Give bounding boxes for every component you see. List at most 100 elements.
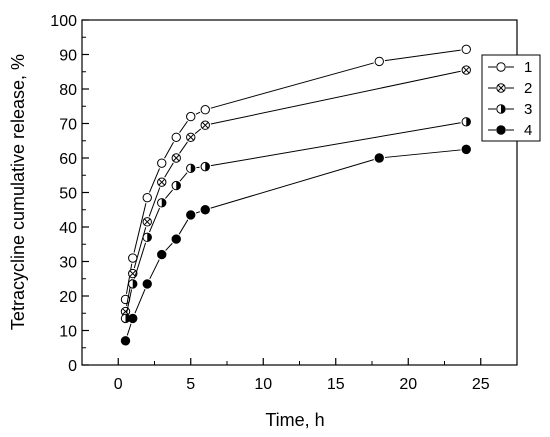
data-point xyxy=(496,62,506,72)
point-marker xyxy=(374,56,384,67)
series-line xyxy=(148,187,161,217)
series-line xyxy=(133,227,147,269)
data-point xyxy=(120,336,131,346)
series-line xyxy=(148,207,161,233)
legend-label: 1 xyxy=(524,59,532,76)
legend-entry-2: 2 xyxy=(488,80,532,97)
point-marker xyxy=(128,313,138,324)
data-point xyxy=(142,192,152,203)
point-marker xyxy=(461,44,471,55)
legend-entry-1: 1 xyxy=(488,59,532,76)
data-point xyxy=(496,104,506,114)
point-marker xyxy=(142,192,152,203)
series-4 xyxy=(120,144,471,346)
series-line xyxy=(210,62,374,109)
data-point xyxy=(171,153,181,163)
point-half-fill xyxy=(132,279,137,289)
point-half-fill xyxy=(147,233,152,242)
point-marker xyxy=(157,158,167,168)
point-cross xyxy=(497,84,505,92)
data-point xyxy=(142,279,152,289)
series-line xyxy=(126,289,133,313)
y-tick-label: 80 xyxy=(59,82,77,99)
series-line xyxy=(178,219,189,235)
point-marker xyxy=(142,279,152,289)
point-half-fill xyxy=(501,104,506,114)
y-tick-label: 30 xyxy=(59,255,77,272)
x-tick-label: 25 xyxy=(472,376,490,393)
legend-label: 4 xyxy=(524,122,532,139)
y-tick-label: 20 xyxy=(59,289,77,306)
data-point xyxy=(374,56,384,67)
point-marker xyxy=(120,336,131,346)
point-half-fill xyxy=(161,198,166,208)
series-line xyxy=(133,203,147,253)
series-1 xyxy=(120,44,471,305)
series-3 xyxy=(120,117,471,324)
data-point xyxy=(461,65,471,75)
point-half-fill xyxy=(176,181,181,190)
series-line xyxy=(165,189,173,199)
data-point xyxy=(171,180,181,191)
y-tick-label: 70 xyxy=(59,117,77,134)
plot-frame xyxy=(81,19,518,366)
legend-box xyxy=(481,54,541,142)
data-point xyxy=(157,177,167,187)
data-point xyxy=(200,105,210,115)
point-cross xyxy=(158,178,166,186)
legend-entry-4: 4 xyxy=(488,122,532,139)
data-point xyxy=(142,232,152,243)
legend-label: 2 xyxy=(524,80,532,97)
series-layer xyxy=(120,44,471,346)
series-2 xyxy=(120,65,471,317)
point-cross xyxy=(187,133,195,141)
data-point xyxy=(186,210,196,220)
point-cross xyxy=(462,66,470,74)
point-marker xyxy=(171,234,181,244)
data-point xyxy=(186,132,196,143)
data-point xyxy=(200,120,210,130)
data-point xyxy=(128,253,138,263)
y-tick-label: 60 xyxy=(59,151,77,168)
x-tick-label: 5 xyxy=(186,376,195,393)
series-line xyxy=(210,70,461,125)
data-point xyxy=(496,125,506,135)
y-tick-label: 40 xyxy=(59,220,77,237)
data-point xyxy=(461,117,471,127)
y-tick-label: 100 xyxy=(50,13,77,30)
point-marker xyxy=(186,210,196,220)
axes-layer: 0 10 20 30 40 50 60 70 80 90 100 0 5 10 15 20 25 xyxy=(50,13,518,393)
x-tick-label: 0 xyxy=(114,376,123,393)
data-point xyxy=(200,161,210,172)
series-line xyxy=(133,242,147,279)
point-cross xyxy=(143,218,151,226)
data-point xyxy=(200,205,210,215)
data-point xyxy=(171,132,181,143)
data-point xyxy=(496,83,506,93)
point-marker xyxy=(496,62,506,72)
series-line xyxy=(148,168,161,193)
series-line xyxy=(210,122,461,167)
series-line xyxy=(384,149,461,158)
point-marker xyxy=(128,253,138,263)
point-marker xyxy=(374,153,384,163)
legend-label: 3 xyxy=(524,101,532,118)
series-line xyxy=(126,323,132,336)
point-marker xyxy=(171,132,181,143)
data-point xyxy=(374,153,384,163)
x-tick-label: 10 xyxy=(254,376,272,393)
series-line xyxy=(194,128,202,135)
point-cross xyxy=(129,270,137,277)
series-line xyxy=(179,141,188,154)
series-line xyxy=(164,142,174,159)
legend: 1 2 3 4 xyxy=(481,54,541,142)
x-tick-label: 20 xyxy=(399,376,417,393)
data-point xyxy=(461,144,471,155)
data-point xyxy=(157,249,167,260)
point-marker xyxy=(200,105,210,115)
data-point xyxy=(157,158,167,168)
series-line xyxy=(210,159,374,209)
data-point xyxy=(171,234,181,244)
series-line xyxy=(149,259,160,280)
